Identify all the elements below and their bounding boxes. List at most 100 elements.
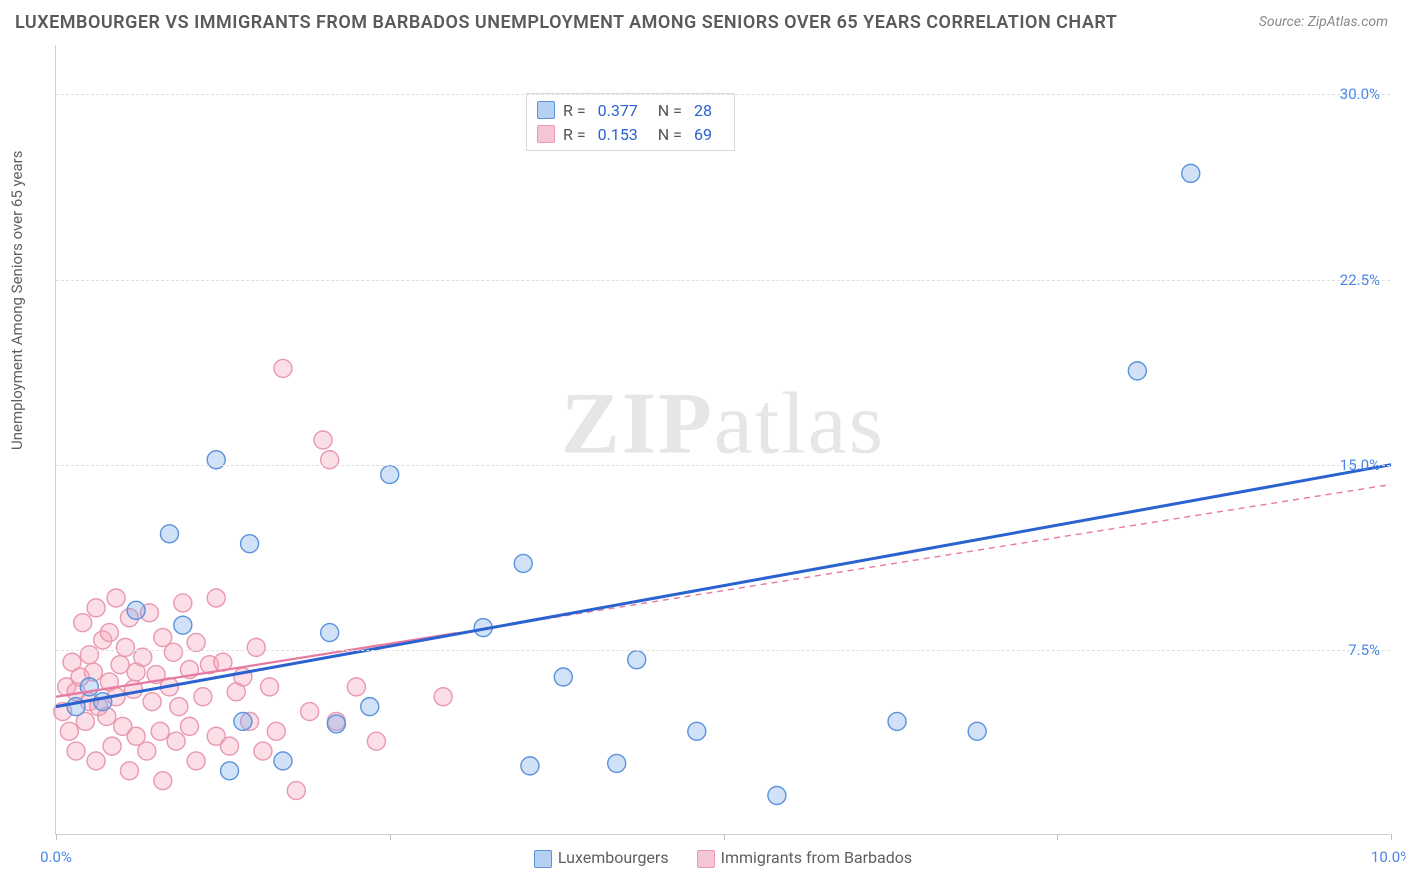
chart-title: LUXEMBOURGER VS IMMIGRANTS FROM BARBADOS… [15,12,1117,33]
n-value-1: 69 [694,125,712,144]
legend-row-0: R = 0.377 N = 28 [537,98,724,122]
data-point [134,648,152,666]
data-point [94,693,112,711]
trend-line [457,484,1392,633]
x-tick-label: 10.0% [1371,848,1406,866]
legend-bottom-swatch-0 [534,850,552,868]
data-point [80,646,98,664]
data-point [301,703,319,721]
data-point [768,787,786,805]
legend-item-0: Luxembourgers [534,848,669,868]
x-tick [390,834,391,840]
chart-container: LUXEMBOURGER VS IMMIGRANTS FROM BARBADOS… [0,0,1406,892]
data-point [74,614,92,632]
data-point [321,451,339,469]
data-point [274,752,292,770]
data-point [164,643,182,661]
legend-swatch-0 [537,101,555,119]
data-point [111,656,129,674]
x-tick [1391,834,1392,840]
data-point [267,722,285,740]
x-tick [1057,834,1058,840]
data-point [554,668,572,686]
data-point [247,638,265,656]
x-tick [56,834,57,840]
data-point [287,782,305,800]
data-point [968,722,986,740]
data-point [888,712,906,730]
data-point [221,762,239,780]
grid-line [56,280,1390,281]
data-point [274,359,292,377]
data-point [367,732,385,750]
legend-series: Luxembourgers Immigrants from Barbados [56,848,1390,868]
legend-bottom-swatch-1 [697,850,715,868]
data-point [321,624,339,642]
data-point [174,594,192,612]
data-point [688,722,706,740]
data-point [241,535,259,553]
n-label-1: N = [658,125,682,144]
data-point [207,589,225,607]
data-point [127,601,145,619]
y-tick-label: 15.0% [1340,456,1380,474]
grid-line [56,650,1390,651]
legend-swatch-1 [537,125,555,143]
r-value-1: 0.153 [598,125,638,144]
legend-item-1: Immigrants from Barbados [697,848,913,868]
data-point [67,698,85,716]
data-point [608,754,626,772]
data-point [521,757,539,775]
data-point [187,633,205,651]
x-tick-label: 0.0% [40,848,72,866]
data-point [187,752,205,770]
y-tick-label: 7.5% [1348,641,1380,659]
data-point [170,698,188,716]
data-point [120,762,138,780]
r-label-0: R = [563,101,586,120]
data-point [434,688,452,706]
grid-line [56,465,1390,466]
y-tick-label: 22.5% [1340,271,1380,289]
data-point [107,589,125,607]
x-tick [724,834,725,840]
data-point [87,752,105,770]
data-point [1128,362,1146,380]
legend-bottom-label-1: Immigrants from Barbados [721,848,913,867]
n-label-0: N = [658,101,682,120]
legend-correlation: R = 0.377 N = 28 R = 0.153 N = 69 [526,93,735,151]
data-point [160,525,178,543]
data-point [381,466,399,484]
data-point [628,651,646,669]
data-point [361,698,379,716]
legend-bottom-label-0: Luxembourgers [558,848,669,867]
data-point [143,693,161,711]
data-point [181,717,199,735]
plot-svg [56,45,1390,834]
data-point [207,451,225,469]
source-attribution: Source: ZipAtlas.com [1259,14,1388,30]
y-axis-label: Unemployment Among Seniors over 65 years [8,151,26,450]
y-tick-label: 30.0% [1340,85,1380,103]
data-point [1182,164,1200,182]
data-point [327,715,345,733]
data-point [234,712,252,730]
data-point [87,599,105,617]
data-point [167,732,185,750]
data-point [514,554,532,572]
legend-row-1: R = 0.153 N = 69 [537,122,724,146]
data-point [254,742,272,760]
data-point [194,688,212,706]
data-point [116,638,134,656]
data-point [154,772,172,790]
data-point [67,742,85,760]
data-point [60,722,78,740]
data-point [174,616,192,634]
r-label-1: R = [563,125,586,144]
n-value-0: 28 [694,101,712,120]
data-point [314,431,332,449]
plot-area: ZIPatlas R = 0.377 N = 28 R = 0.153 N = … [55,45,1390,835]
data-point [100,624,118,642]
grid-line [56,94,1390,95]
r-value-0: 0.377 [598,101,638,120]
